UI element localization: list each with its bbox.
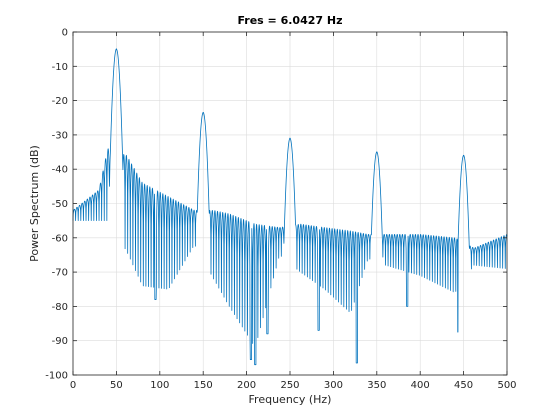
spectrum-peak-point (463, 154, 465, 157)
spectrum-peak-point (289, 137, 291, 139)
x-tick-label: 450 (454, 380, 473, 391)
y-tick-label: -40 (52, 165, 68, 176)
y-tick-label: -50 (52, 199, 68, 210)
x-tick-label: 0 (70, 380, 76, 391)
y-tick-label: -20 (52, 96, 68, 107)
chart-title: Fres = 6.0427 Hz (237, 14, 342, 27)
y-axis-label: Power Spectrum (dB) (28, 145, 41, 262)
x-axis-label: Frequency (Hz) (249, 393, 332, 406)
y-tick-label: -10 (52, 62, 68, 73)
x-tick-label: 350 (367, 380, 386, 391)
spectrum-peak-point (376, 151, 378, 153)
x-tick-label: 400 (411, 380, 430, 391)
y-tick-label: 0 (62, 28, 68, 39)
x-tick-label: 300 (324, 380, 343, 391)
y-tick-label: -60 (52, 233, 68, 244)
y-tick-label: -30 (52, 130, 68, 141)
x-tick-label: 50 (110, 380, 123, 391)
x-tick-label: 200 (237, 380, 256, 391)
y-tick-label: -70 (52, 268, 68, 279)
x-tick-label: 100 (150, 380, 169, 391)
x-tick-label: 150 (194, 380, 213, 391)
y-tick-label: -90 (52, 336, 68, 347)
plot-area (72, 48, 508, 366)
axis-ticks: 0 50 100 150 200 250 300 350 400 450 500 0 -10 -20 -30… (45, 28, 516, 392)
y-tick-label: -80 (52, 302, 68, 313)
x-tick-label: 250 (280, 380, 299, 391)
y-tick-label: -100 (45, 371, 68, 382)
x-tick-label: 500 (497, 380, 516, 391)
spectrum-peak-point (115, 48, 117, 50)
spectrum-peak-point (202, 112, 204, 114)
